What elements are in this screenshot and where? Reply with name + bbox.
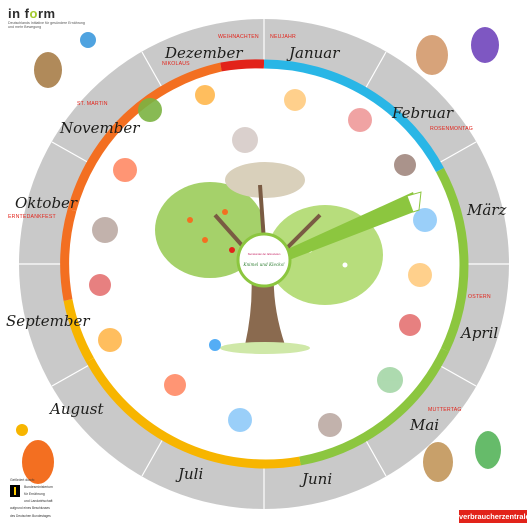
arc-autumn-orange xyxy=(60,208,77,301)
arc-spring-blue xyxy=(263,59,444,173)
month-label-juni: Juni xyxy=(299,470,332,488)
month-label-januar: Januar xyxy=(286,44,340,62)
ministry-name-2: für Ernährung xyxy=(24,492,45,496)
month-label-november: November xyxy=(59,119,140,137)
holiday-erntedankfest: ERNTEDANKFEST xyxy=(8,214,56,220)
arc-autumn-yellow xyxy=(63,299,94,363)
holiday-weihnachten: WEIHNACHTEN xyxy=(218,34,259,40)
arc-summer-green xyxy=(299,348,450,466)
logo-subtitle-1: Deutschlands Initiative für gesündere Er… xyxy=(8,21,85,25)
month-label-maerz: März xyxy=(466,201,506,219)
holiday-rosenmontag: ROSENMONTAG xyxy=(430,126,473,132)
illustration-scenes xyxy=(89,85,437,437)
center-logo-subtitle: Sternstunden der Jahreszeiten xyxy=(248,253,281,256)
month-label-april: April xyxy=(459,324,498,342)
holiday-ostern: OSTERN xyxy=(468,294,491,300)
month-label-oktober: Oktober xyxy=(15,194,78,212)
month-label-juli: Juli xyxy=(175,465,203,483)
ministry-logo: Gefördert durch: Bundesministerium für E… xyxy=(10,478,90,519)
season-arcs xyxy=(60,59,469,469)
holiday-neujahr: NEUJAHR xyxy=(270,34,296,40)
eagle-icon xyxy=(10,485,20,497)
center-logo-title: Knimel und Klecks! xyxy=(242,262,285,267)
logo-subtitle-2: und mehr Bewegung xyxy=(8,25,42,30)
arc-winter-red xyxy=(220,59,265,72)
holiday-nikolaus: NIKOLAUS xyxy=(162,61,190,67)
verbraucherzentrale-badge: verbraucherzentrale xyxy=(459,510,529,523)
ministry-name-1: Bundesministerium xyxy=(24,485,53,489)
month-label-august: August xyxy=(48,400,104,418)
month-dividers xyxy=(19,19,509,509)
holiday-st-martin: ST. MARTIN xyxy=(77,101,108,107)
arc-summer-yellow xyxy=(86,357,301,469)
ministry-header: Gefördert durch: xyxy=(10,478,35,482)
corner-characters xyxy=(16,27,501,484)
ministry-name-3: und Landwirtschaft xyxy=(24,499,53,503)
in-form-logo: in form Deutschlands Initiative für gesü… xyxy=(8,6,100,30)
month-label-september: September xyxy=(6,312,90,330)
ministry-footnote-1: aufgrund eines Beschlusses xyxy=(10,506,50,510)
month-label-dezember: Dezember xyxy=(164,44,243,62)
clock-hand xyxy=(236,191,422,288)
arc-spring-green xyxy=(436,167,469,352)
month-label-mai: Mai xyxy=(409,416,439,434)
logo-title: in form xyxy=(8,6,56,21)
holiday-muttertag: MUTTERTAG xyxy=(428,407,462,413)
ministry-footnote-2: des Deutschen Bundestages xyxy=(10,513,51,518)
month-label-februar: Februar xyxy=(391,104,454,122)
arc-winter xyxy=(67,62,222,212)
